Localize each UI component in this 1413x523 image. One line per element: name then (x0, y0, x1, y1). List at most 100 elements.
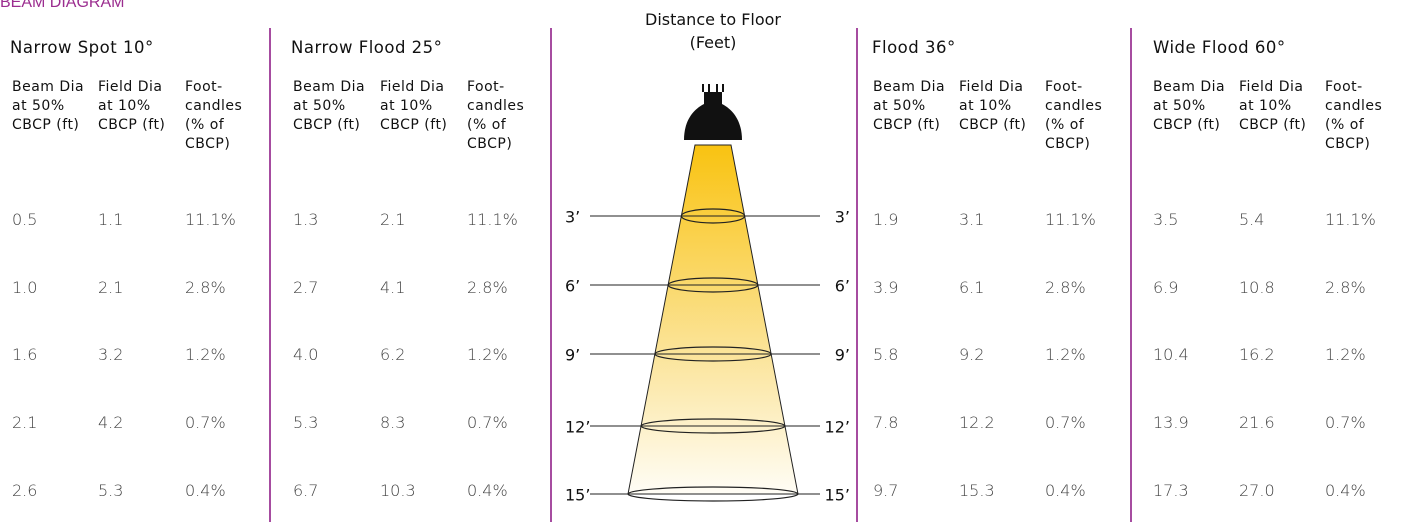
beam-ring (640, 418, 786, 434)
distance-label: 12’ (825, 418, 850, 437)
cell-value: 1.2% (467, 345, 508, 364)
cell-value: 7.8 (873, 413, 899, 432)
column-header: Field Dia at 10% CBCP (ft) (380, 79, 448, 133)
cell-value: 0.5 (12, 210, 38, 229)
cell-value: 0.7% (467, 413, 508, 432)
cell-value: 1.2% (1325, 345, 1366, 364)
cell-value: 4.1 (380, 278, 406, 297)
column-header: Foot-candles (% of CBCP) (1325, 79, 1383, 152)
column-header: Foot-candles (% of CBCP) (1045, 79, 1103, 152)
cell-value: 11.1% (1045, 210, 1096, 229)
cell-value: 11.1% (1325, 210, 1376, 229)
cell-value: 3.9 (873, 278, 899, 297)
cell-value: 1.0 (12, 278, 38, 297)
cell-value: 10.4 (1153, 345, 1189, 364)
beam-ring (627, 486, 799, 502)
lamp-pins (702, 84, 724, 92)
cell-value: 16.2 (1239, 345, 1275, 364)
cell-value: 0.4% (467, 481, 508, 500)
cell-value: 6.2 (380, 345, 406, 364)
distance-label: 3’ (565, 208, 580, 227)
column-header: Field Dia at 10% CBCP (ft) (959, 79, 1027, 133)
cell-value: 2.1 (380, 210, 406, 229)
divider (856, 28, 858, 522)
cell-value: 9.7 (873, 481, 899, 500)
distance-label: 15’ (825, 486, 850, 505)
cell-value: 11.1% (185, 210, 236, 229)
cell-value: 17.3 (1153, 481, 1189, 500)
column-header: Field Dia at 10% CBCP (ft) (98, 79, 166, 133)
cell-value: 2.8% (1325, 278, 1366, 297)
cell-value: 9.2 (959, 345, 985, 364)
cell-value: 5.8 (873, 345, 899, 364)
beam-cone (627, 144, 799, 495)
cell-value: 0.4% (1045, 481, 1086, 500)
cell-value: 1.1 (98, 210, 124, 229)
column-header: Foot-candles (% of CBCP) (185, 79, 243, 152)
cell-value: 5.4 (1239, 210, 1265, 229)
cell-value: 4.0 (293, 345, 319, 364)
lamp-icon (684, 92, 742, 140)
cell-value: 0.7% (1325, 413, 1366, 432)
cell-value: 4.2 (98, 413, 124, 432)
cell-value: 1.9 (873, 210, 899, 229)
column-header: Beam Dia at 50% CBCP (ft) (12, 79, 85, 133)
beam-ring (667, 277, 759, 293)
column-header: Beam Dia at 50% CBCP (ft) (1153, 79, 1226, 133)
cell-value: 3.1 (959, 210, 985, 229)
group-title: Flood 36° (872, 38, 956, 57)
cell-value: 1.2% (1045, 345, 1086, 364)
distance-label: 9’ (565, 346, 580, 365)
cell-value: 10.3 (380, 481, 416, 500)
cell-value: 15.3 (959, 481, 995, 500)
distance-label: 15’ (565, 486, 590, 505)
center-header: Distance to Floor (Feet) (645, 10, 781, 52)
column-header: Foot-candles (% of CBCP) (467, 79, 525, 152)
divider (269, 28, 271, 522)
cell-value: 0.4% (185, 481, 226, 500)
cell-value: 1.2% (185, 345, 226, 364)
cell-value: 6.1 (959, 278, 985, 297)
cell-value: 13.9 (1153, 413, 1189, 432)
cell-value: 2.8% (1045, 278, 1086, 297)
distance-label: 6’ (835, 277, 850, 296)
column-header: Beam Dia at 50% CBCP (ft) (873, 79, 946, 133)
cell-value: 11.1% (467, 210, 518, 229)
group-title: Narrow Flood 25° (291, 38, 443, 57)
cell-value: 0.4% (1325, 481, 1366, 500)
cell-value: 0.7% (185, 413, 226, 432)
distance-label: 3’ (835, 208, 850, 227)
cell-value: 27.0 (1239, 481, 1275, 500)
page-title: BEAM DIAGRAM (0, 0, 125, 11)
group-title: Narrow Spot 10° (10, 38, 154, 57)
cell-value: 2.8% (185, 278, 226, 297)
cell-value: 21.6 (1239, 413, 1275, 432)
cell-value: 2.1 (12, 413, 38, 432)
cell-value: 10.8 (1239, 278, 1275, 297)
cell-value: 6.7 (293, 481, 319, 500)
cell-value: 2.7 (293, 278, 319, 297)
cell-value: 8.3 (380, 413, 406, 432)
cell-value: 3.2 (98, 345, 124, 364)
cell-value: 2.8% (467, 278, 508, 297)
beam-ring (654, 346, 772, 362)
cell-value: 1.6 (12, 345, 38, 364)
cell-value: 3.5 (1153, 210, 1179, 229)
divider (1130, 28, 1132, 522)
cell-value: 6.9 (1153, 278, 1179, 297)
distance-label: 6’ (565, 277, 580, 296)
cell-value: 5.3 (98, 481, 124, 500)
divider (550, 28, 552, 522)
cell-value: 2.6 (12, 481, 38, 500)
cell-value: 5.3 (293, 413, 319, 432)
beam-ring (680, 208, 746, 224)
column-header: Field Dia at 10% CBCP (ft) (1239, 79, 1307, 133)
cell-value: 1.3 (293, 210, 319, 229)
cell-value: 2.1 (98, 278, 124, 297)
distance-label: 12’ (565, 418, 590, 437)
distance-label: 9’ (835, 346, 850, 365)
cell-value: 12.2 (959, 413, 995, 432)
cell-value: 0.7% (1045, 413, 1086, 432)
